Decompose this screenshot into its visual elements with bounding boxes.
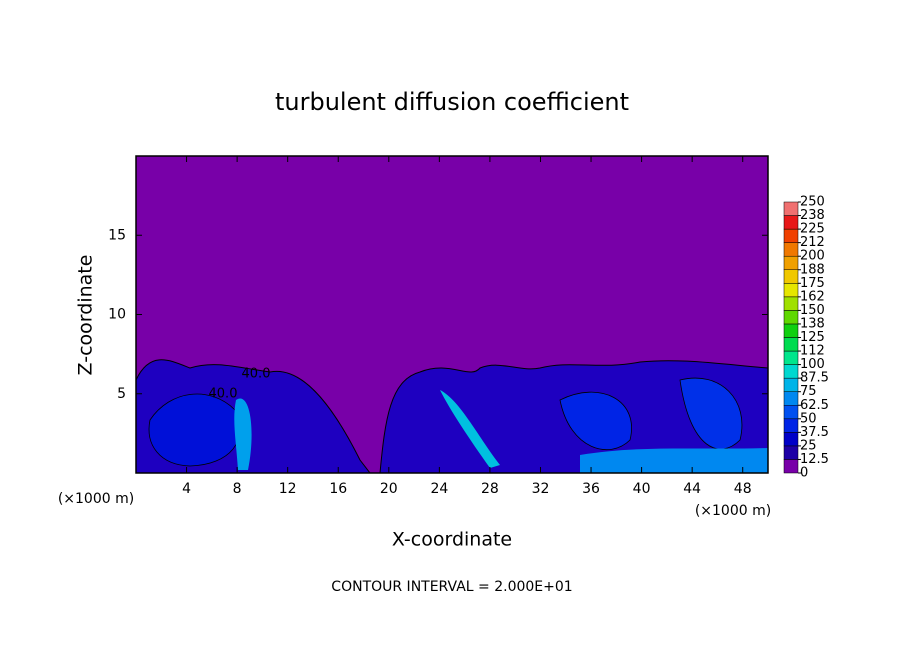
colorbar-tick-label: 212	[800, 235, 825, 250]
colorbar-swatch	[783, 364, 799, 379]
colorbar-tick-label: 25	[800, 438, 817, 453]
colorbar-swatch	[783, 445, 799, 460]
colorbar-swatch	[783, 418, 799, 433]
colorbar-tick-label: 100	[800, 357, 825, 372]
x-unit: (×1000 m)	[58, 491, 134, 507]
colorbar-swatch	[783, 269, 799, 284]
x-tick-label: 36	[582, 481, 600, 497]
x-tick-label: 20	[380, 481, 398, 497]
colorbar-tick-label: 250	[800, 195, 825, 210]
x-tick-label: 28	[481, 481, 499, 497]
colorbar-swatch	[783, 310, 799, 325]
x-tick-label: 16	[329, 481, 347, 497]
colorbar-swatch	[783, 350, 799, 365]
chart-title: turbulent diffusion coefficient	[275, 88, 629, 116]
field-region	[440, 390, 500, 468]
colorbar-tick-label: 162	[800, 289, 825, 304]
colorbar-swatch	[783, 405, 799, 420]
colorbar-tick-label: 37.5	[800, 425, 829, 440]
y-tick-label: 15	[108, 227, 126, 243]
colorbar-tick-label: 238	[800, 208, 825, 223]
y-tick-label: 10	[108, 307, 126, 323]
colorbar-tick-label: 188	[800, 262, 825, 277]
colorbar-tick-label: 112	[800, 344, 825, 359]
field-region	[559, 391, 632, 450]
x-tick-label: 32	[532, 481, 550, 497]
y-tick-label: 5	[117, 386, 126, 402]
x-tick-label: 4	[182, 481, 191, 497]
x-tick-label: 40	[633, 481, 651, 497]
colorbar-swatch	[783, 215, 799, 230]
colorbar-tick-label: 175	[800, 276, 825, 291]
footer: CONTOUR INTERVAL = 2.000E+01	[331, 579, 572, 595]
colorbar-swatch	[783, 228, 799, 243]
colorbar-swatch	[783, 432, 799, 447]
colorbar-swatch	[783, 283, 799, 298]
colorbar-tick-label: 62.5	[800, 398, 829, 413]
colorbar-tick-label: 0	[800, 466, 808, 481]
colorbar-tick-label: 75	[800, 384, 817, 399]
contour-label: 40.0	[242, 367, 271, 382]
colorbar-swatch	[783, 323, 799, 338]
x-tick-label: 48	[734, 481, 752, 497]
colorbar-tick-label: 225	[800, 222, 825, 237]
colorbar-tick-label: 125	[800, 330, 825, 345]
y-axis-label: Z-coordinate	[75, 255, 97, 376]
colorbar-swatch	[783, 377, 799, 392]
colorbar-swatch	[783, 337, 799, 352]
colorbar-swatch	[783, 242, 799, 257]
field-region	[580, 448, 768, 473]
colorbar-tick-label: 87.5	[800, 371, 829, 386]
colorbar-tick-label: 138	[800, 316, 825, 331]
colorbar-swatch	[783, 255, 799, 271]
contour-field	[136, 156, 768, 473]
colorbar-swatch	[783, 391, 799, 406]
x-tick-label: 24	[430, 481, 448, 497]
colorbar-tick-label: 150	[800, 303, 825, 318]
x-axis-label: X-coordinate	[392, 529, 512, 551]
x-tick-label: 8	[233, 481, 242, 497]
colorbar-swatch	[783, 201, 799, 216]
field-region	[679, 377, 743, 450]
colorbar-tick-label: 200	[800, 249, 825, 264]
x-tick-label: 44	[683, 481, 701, 497]
colorbar-swatch	[783, 459, 799, 474]
colorbar-tick-label: 12.5	[800, 452, 829, 467]
contour-label: 40.0	[209, 387, 238, 402]
colorbar-tick-label: 50	[800, 411, 817, 426]
colorbar-swatch	[783, 296, 799, 311]
x-unit: (×1000 m)	[695, 503, 771, 519]
x-tick-label: 12	[279, 481, 297, 497]
field-region	[234, 398, 252, 470]
